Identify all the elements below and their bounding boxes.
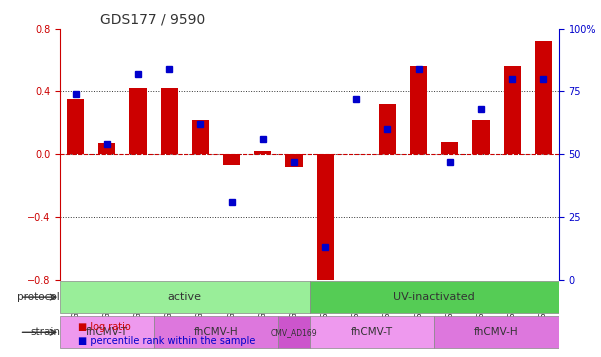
Text: UV-inactivated: UV-inactivated [393, 292, 475, 302]
Bar [441, 141, 459, 154]
Text: CMV_AD169: CMV_AD169 [270, 328, 317, 337]
FancyBboxPatch shape [310, 281, 559, 313]
Text: fhCMV-T: fhCMV-T [86, 327, 128, 337]
Text: fhCMV-T: fhCMV-T [351, 327, 393, 337]
Bar [99, 143, 115, 154]
Text: strain: strain [30, 327, 60, 337]
Text: fhCMV-H: fhCMV-H [474, 327, 519, 337]
FancyBboxPatch shape [154, 316, 278, 348]
Bar [254, 151, 271, 154]
Bar [223, 154, 240, 165]
Bar [317, 154, 334, 283]
Text: GDS177 / 9590: GDS177 / 9590 [100, 12, 206, 26]
Text: ■ log ratio: ■ log ratio [78, 322, 131, 332]
FancyBboxPatch shape [278, 316, 310, 348]
Bar [67, 99, 84, 154]
Bar [285, 154, 302, 167]
FancyBboxPatch shape [434, 316, 559, 348]
Bar [192, 120, 209, 154]
FancyBboxPatch shape [60, 281, 310, 313]
Bar [504, 66, 520, 154]
Text: fhCMV-H: fhCMV-H [194, 327, 239, 337]
Bar [535, 41, 552, 154]
Bar [410, 66, 427, 154]
Text: active: active [168, 292, 202, 302]
Text: ■ percentile rank within the sample: ■ percentile rank within the sample [78, 336, 255, 346]
FancyBboxPatch shape [60, 316, 154, 348]
Text: protocol: protocol [17, 292, 60, 302]
Bar [472, 120, 490, 154]
Bar [129, 88, 147, 154]
FancyBboxPatch shape [310, 316, 434, 348]
Bar [160, 88, 178, 154]
Bar [379, 104, 396, 154]
